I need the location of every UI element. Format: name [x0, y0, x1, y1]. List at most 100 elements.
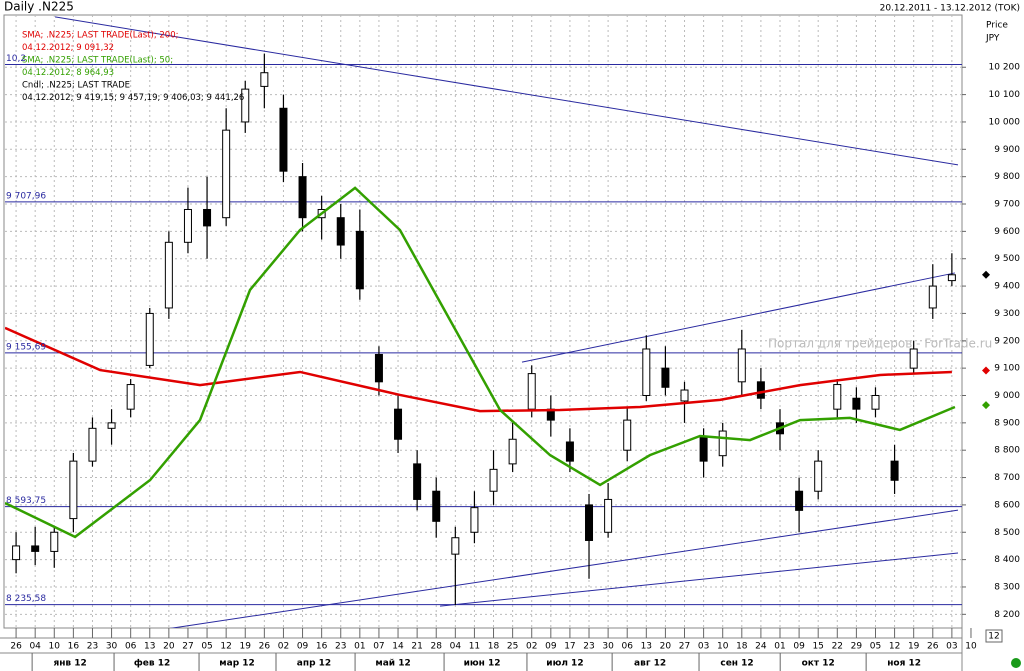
- y-tick-label: 9 400: [994, 282, 1020, 292]
- month-label: июн 12: [464, 659, 501, 669]
- candle-body: [355, 230, 364, 290]
- sma-line: [5, 326, 952, 413]
- x-tick-label: 02: [278, 642, 289, 652]
- month-label: авг 12: [634, 659, 666, 669]
- y-tick-label: 10 000: [989, 117, 1021, 127]
- y-tick-label: 9 100: [994, 364, 1020, 374]
- status-dot: [1011, 658, 1021, 668]
- legend-entry: Cndl; .N225; LAST TRADE: [22, 81, 130, 91]
- x-tick-label: 26: [927, 642, 939, 652]
- x-tick-label: 03: [946, 642, 957, 652]
- y-tick-label: 8 800: [994, 446, 1020, 456]
- x-tick-label: 10: [717, 642, 729, 652]
- x-tick-label: 01: [774, 642, 785, 652]
- level-label: 8 235,58: [6, 594, 46, 604]
- candle-body: [852, 397, 861, 410]
- y-tick-label: 9 900: [994, 145, 1020, 155]
- x-tick-label: 23: [583, 642, 594, 652]
- x-tick-label: 16: [68, 642, 80, 652]
- x-tick-label: 09: [545, 642, 557, 652]
- y-tick-label: 9 800: [994, 172, 1020, 182]
- y-tick-label: 10 100: [989, 90, 1021, 100]
- legend-entry: 04.12.2012; 9 091,32: [22, 43, 114, 53]
- candle-body: [814, 460, 823, 492]
- candle-body: [470, 507, 479, 533]
- candle-body: [585, 504, 594, 541]
- x-tick-label: 04: [450, 642, 462, 652]
- x-tick-label: 23: [87, 642, 98, 652]
- x-tick-label: 23: [335, 642, 346, 652]
- candle-body: [394, 408, 403, 440]
- candle-body: [642, 348, 651, 396]
- x-tick-label: 02: [526, 642, 537, 652]
- candle-body: [508, 438, 517, 465]
- x-tick-label: 28: [431, 642, 443, 652]
- sma-line: [5, 186, 956, 539]
- x-tick-label: 09: [297, 642, 309, 652]
- month-label: фев 12: [134, 659, 170, 669]
- month-label: сен 12: [720, 659, 753, 669]
- axis-title: JPY: [985, 34, 1000, 44]
- x-tick-label: 19: [908, 642, 920, 652]
- candle-body: [699, 436, 708, 462]
- x-tick-label: 13: [144, 642, 155, 652]
- chart-title: Daily .N225: [4, 0, 74, 14]
- corner-label: 12: [988, 632, 999, 642]
- candle-body: [203, 208, 212, 227]
- candle-body: [432, 490, 441, 522]
- level-label: 9 707,96: [6, 191, 46, 201]
- candle-body: [298, 176, 307, 219]
- trend-line: [54, 16, 959, 166]
- candle-body: [718, 430, 727, 457]
- x-tick-label: 06: [621, 642, 633, 652]
- y-tick-label: 8 200: [994, 610, 1020, 620]
- last-value-marker: [982, 401, 990, 410]
- legend-entry: SMA; .N225; LAST TRADE(Last); 200;: [22, 31, 178, 41]
- candle-body: [565, 441, 574, 462]
- x-tick-label: 25: [507, 642, 518, 652]
- x-tick-label: 20: [660, 642, 672, 652]
- x-tick-label: 06: [125, 642, 137, 652]
- y-tick-label: 9 600: [994, 227, 1020, 237]
- y-tick-label: 9 700: [994, 200, 1020, 210]
- candle-body: [183, 208, 192, 243]
- x-tick-label: 03: [698, 642, 709, 652]
- candle-body: [107, 422, 116, 429]
- y-tick-label: 8 700: [994, 473, 1020, 483]
- candle-body: [871, 394, 880, 410]
- candle-body: [279, 107, 288, 172]
- x-tick-label: 09: [793, 642, 805, 652]
- y-tick-label: 8 600: [994, 500, 1020, 510]
- candle-body: [164, 241, 173, 309]
- x-tick-label: 19: [240, 642, 252, 652]
- legend-entry: SMA; .N225; LAST TRADE(Last); 50;: [22, 56, 173, 66]
- watermark: Портал для трейдеров - ForTrade.ru: [768, 337, 992, 351]
- candle-body: [69, 460, 78, 520]
- x-tick-label: 18: [736, 642, 748, 652]
- corner-box: [985, 629, 1003, 643]
- candle-body: [909, 348, 918, 369]
- month-label: май 12: [375, 659, 410, 669]
- candle-body: [795, 490, 804, 511]
- candle-body: [527, 373, 536, 410]
- candle-body: [890, 460, 899, 481]
- candle-body: [12, 545, 21, 561]
- month-label: июл 12: [546, 659, 583, 669]
- axis-title: Price: [986, 21, 1008, 31]
- month-label: окт 12: [802, 659, 835, 669]
- candle-body: [126, 384, 135, 410]
- x-tick-label: 10: [49, 642, 61, 652]
- candle-body: [88, 427, 97, 462]
- x-tick-label: 27: [679, 642, 690, 652]
- x-tick-label: 30: [106, 642, 118, 652]
- candle-body: [145, 312, 154, 366]
- x-tick-label: 05: [870, 642, 881, 652]
- x-tick-label: 27: [182, 642, 193, 652]
- x-tick-label: 01: [354, 642, 365, 652]
- trend-line: [440, 552, 959, 607]
- candle-body: [336, 217, 345, 246]
- y-tick-label: 8 300: [994, 582, 1020, 592]
- x-tick-label: 17: [564, 642, 575, 652]
- legend-entry: 04.12.2012; 9 419,15; 9 457,19; 9 406,03…: [22, 93, 244, 103]
- level-label: 9 155,69: [6, 342, 46, 352]
